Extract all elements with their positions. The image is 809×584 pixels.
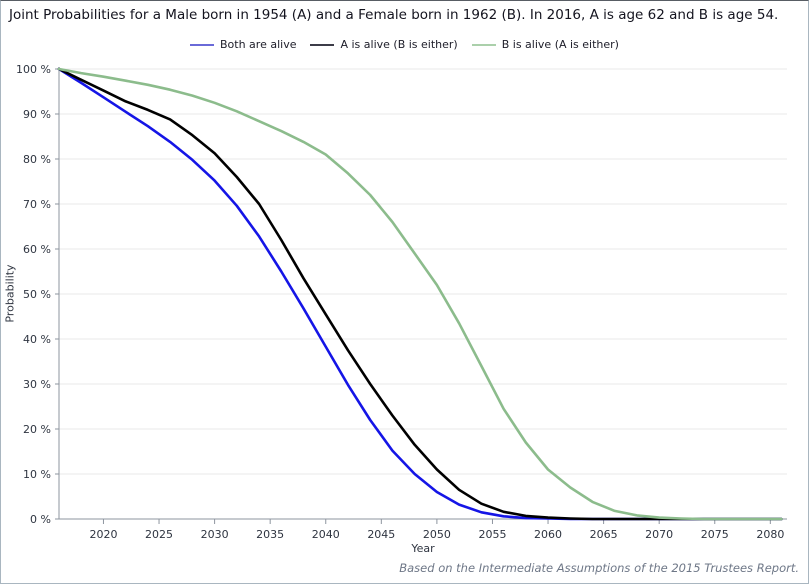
legend-line-swatch (471, 43, 496, 46)
chart-title: Joint Probabilities for a Male born in 1… (9, 7, 779, 23)
x-axis-title: Year (411, 542, 435, 555)
source-note: Based on the Intermediate Assumptions of… (399, 561, 799, 575)
y-axis-title: Probability (3, 264, 17, 323)
legend-label: A is alive (B is either) (340, 38, 458, 51)
x-tick-labels: 2020 2025 2030 2035 2040 2045 2050 2055 2060 2065… (89, 519, 784, 541)
y-tick-label: 70 % (23, 198, 51, 211)
x-tick-label: 2050 (423, 528, 451, 541)
y-tick-label: 10 % (23, 468, 51, 481)
x-tick-label: 2070 (645, 528, 673, 541)
y-tick-label: 100 % (16, 63, 51, 76)
legend-item-0: Both are alive (190, 38, 296, 51)
x-tick-label: 2060 (534, 528, 562, 541)
x-tick-label: 2020 (89, 528, 117, 541)
x-tick-label: 2055 (478, 528, 506, 541)
y-tick-label: 40 % (23, 333, 51, 346)
x-tick-label: 2025 (145, 528, 173, 541)
y-tick-label: 0 % (30, 513, 51, 526)
legend-line-swatch (190, 43, 214, 46)
y-tick-label: 20 % (23, 423, 51, 436)
y-tick-label: 30 % (23, 378, 51, 391)
x-tick-label: 2030 (201, 528, 229, 541)
legend-label: B is alive (A is either) (501, 38, 619, 51)
x-tick-label: 2040 (312, 528, 340, 541)
y-tick-label: 60 % (23, 243, 51, 256)
x-tick-label: 2045 (367, 528, 395, 541)
x-tick-label: 2065 (590, 528, 618, 541)
legend: Both are alive A is alive (B is either) B … (1, 38, 808, 51)
legend-label: Both are alive (220, 38, 297, 51)
x-tick-label: 2035 (256, 528, 284, 541)
gridlines (59, 68, 787, 475)
y-tick-label: 80 % (23, 153, 51, 166)
legend-item-2: B is alive (A is either) (471, 38, 619, 51)
y-tick-label: 90 % (23, 108, 51, 121)
axes (58, 67, 787, 520)
x-tick-label: 2080 (756, 528, 784, 541)
legend-line-swatch (310, 43, 335, 46)
x-tick-label: 2075 (701, 528, 729, 541)
y-tick-label: 50 % (23, 288, 51, 301)
series-line-2 (57, 67, 783, 521)
legend-item-1: A is alive (B is either) (310, 38, 458, 51)
y-tick-labels: 0 % 10 % 20 % 30 % 40 % 50 % 60 % 70 % 80 % 90 % 1… (16, 63, 59, 526)
